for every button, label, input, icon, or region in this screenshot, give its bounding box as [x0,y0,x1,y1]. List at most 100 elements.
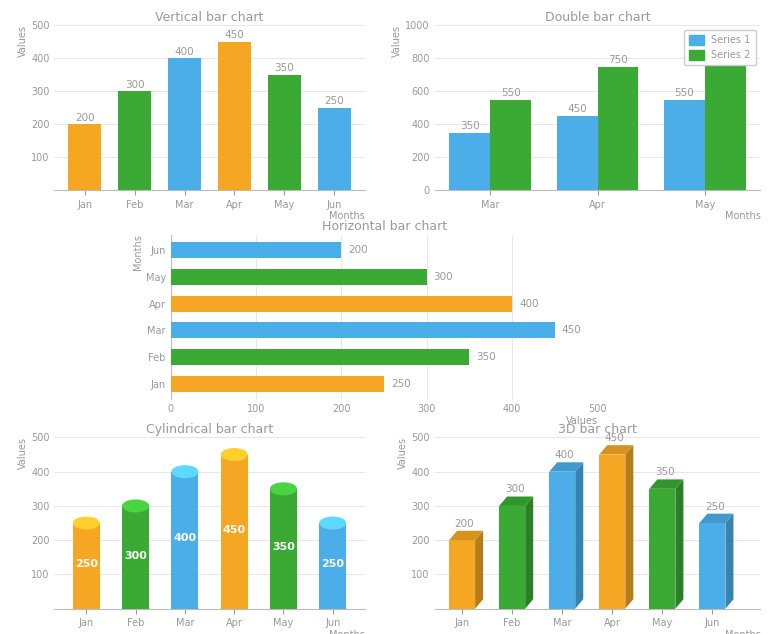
X-axis label: Months: Months [725,211,760,221]
Title: Horizontal bar chart: Horizontal bar chart [321,221,447,233]
Bar [218,42,251,190]
Text: 450: 450 [567,104,587,114]
Bar [549,472,575,609]
Bar [119,91,151,190]
Ellipse shape [319,602,346,615]
Text: 750: 750 [608,55,628,65]
Bar [68,124,101,190]
Text: 350: 350 [272,542,295,552]
Text: 400: 400 [173,533,196,543]
Text: 200: 200 [455,519,474,529]
Bar [171,376,384,392]
Polygon shape [699,514,733,523]
Bar [171,349,469,365]
Text: 300: 300 [504,484,525,495]
Text: 850: 850 [715,38,735,48]
Ellipse shape [220,602,248,615]
Bar [171,322,555,339]
Bar [449,540,475,609]
Ellipse shape [319,517,346,529]
Title: Vertical bar chart: Vertical bar chart [155,11,264,24]
Polygon shape [650,479,684,489]
Text: 200: 200 [74,113,95,122]
Text: 450: 450 [223,525,246,535]
X-axis label: Months: Months [329,211,365,221]
X-axis label: Months: Months [329,630,365,634]
Polygon shape [575,462,584,609]
Polygon shape [549,462,584,472]
Bar [122,506,149,609]
Y-axis label: Months: Months [133,235,143,271]
Bar [599,455,625,609]
Bar [73,523,100,609]
Bar [168,58,201,190]
Polygon shape [499,496,533,506]
Polygon shape [726,514,733,609]
Text: 450: 450 [605,433,625,443]
X-axis label: Values: Values [566,416,598,425]
Title: Double bar chart: Double bar chart [545,11,650,24]
Bar [449,133,490,190]
Bar [171,472,199,609]
Ellipse shape [73,517,100,529]
Ellipse shape [220,448,248,461]
Y-axis label: Values: Values [18,25,28,57]
Text: 350: 350 [476,352,496,362]
Ellipse shape [122,500,149,512]
Bar [171,295,512,312]
Text: 450: 450 [562,325,581,335]
Text: 350: 350 [460,120,480,131]
Text: 450: 450 [224,30,244,40]
Text: 300: 300 [124,550,147,560]
Text: 200: 200 [348,245,368,255]
Text: 400: 400 [175,47,194,56]
Bar [171,269,427,285]
Y-axis label: Values: Values [393,25,403,57]
Polygon shape [449,531,483,540]
Bar [319,523,346,609]
Text: 250: 250 [705,501,725,512]
Bar [598,67,639,190]
Y-axis label: Values: Values [398,437,408,469]
Text: 550: 550 [501,87,521,98]
X-axis label: Months: Months [725,630,760,634]
Bar [699,523,726,609]
Text: 250: 250 [321,559,345,569]
Ellipse shape [73,602,100,615]
Bar [499,506,525,609]
Polygon shape [675,479,684,609]
Ellipse shape [171,465,199,478]
Bar [318,108,351,190]
Polygon shape [475,531,483,609]
Ellipse shape [122,602,149,615]
Text: 300: 300 [434,272,453,282]
Text: 400: 400 [519,299,539,309]
Bar [270,489,297,609]
Text: 350: 350 [275,63,294,73]
Text: 250: 250 [74,559,98,569]
Ellipse shape [270,602,297,615]
Bar [171,242,341,258]
Text: 400: 400 [555,450,574,460]
Polygon shape [625,445,633,609]
Ellipse shape [171,602,199,615]
Text: 550: 550 [674,87,695,98]
Bar [556,116,598,190]
Polygon shape [525,496,533,609]
Bar [705,50,746,190]
Y-axis label: Values: Values [18,437,28,469]
Title: 3D bar chart: 3D bar chart [558,424,637,436]
Bar [664,100,705,190]
Title: Cylindrical bar chart: Cylindrical bar chart [146,424,273,436]
Text: 250: 250 [391,379,411,389]
Ellipse shape [270,482,297,495]
Bar [220,455,248,609]
Text: 250: 250 [324,96,345,106]
Bar [650,489,675,609]
Bar [268,75,300,190]
Text: 300: 300 [125,80,144,89]
Text: 350: 350 [655,467,674,477]
Legend: Series 1, Series 2: Series 1, Series 2 [684,30,756,65]
Bar [490,100,531,190]
Polygon shape [599,445,633,455]
